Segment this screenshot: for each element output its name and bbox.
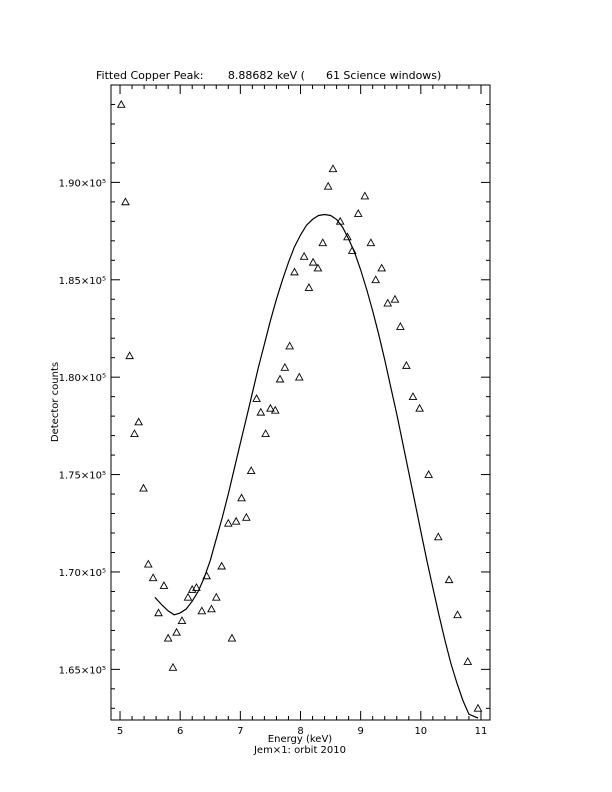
data-point <box>207 604 216 613</box>
y-tick-label: 1.85×10⁵ <box>59 276 106 287</box>
data-point <box>347 246 357 254</box>
data-point <box>148 573 158 582</box>
data-point <box>270 405 280 414</box>
data-point <box>290 267 299 276</box>
x-axis-label: Energy (keV) <box>268 734 333 745</box>
fit-curve-group <box>154 213 479 719</box>
data-point <box>256 407 266 416</box>
data-point <box>183 592 193 601</box>
chart-title: Fitted Copper Peak: 8.88682 keV ( 61 Sci… <box>96 69 441 82</box>
data-point <box>294 372 304 381</box>
x-tick-label: 6 <box>177 726 183 737</box>
data-point <box>360 191 370 200</box>
data-point <box>433 532 443 541</box>
data-point <box>211 592 221 601</box>
data-point <box>197 606 207 615</box>
data-point <box>304 283 314 291</box>
y-tick-label: 1.65×10⁵ <box>59 665 106 676</box>
data-point <box>134 417 144 426</box>
data-point <box>139 483 148 492</box>
data-point <box>237 493 246 502</box>
data-point <box>266 403 275 412</box>
x-tick-label: 7 <box>237 726 243 737</box>
data-point <box>130 429 139 437</box>
data-point <box>227 633 237 642</box>
data-point <box>402 360 411 369</box>
data-point <box>473 703 483 712</box>
data-point <box>252 394 261 402</box>
fit-curve <box>154 213 479 719</box>
data-point <box>415 403 424 412</box>
data-point <box>444 575 454 584</box>
data-point <box>192 583 201 591</box>
chart-caption: Jem×1: orbit 2010 <box>253 745 346 756</box>
data-point <box>202 571 212 580</box>
data-point <box>408 392 418 400</box>
x-tick-label: 5 <box>117 726 123 737</box>
data-point <box>343 232 352 241</box>
data-point <box>159 581 169 589</box>
y-tick-label: 1.80×10⁵ <box>59 373 106 384</box>
data-point <box>217 561 227 570</box>
data-point <box>371 275 381 284</box>
data-points <box>116 99 483 712</box>
y-axis: 1.65×10⁵ 1.70×10⁵ 1.75×10⁵ 1.80×10⁵ 1.85×10⁵… <box>59 84 490 709</box>
data-point <box>285 341 295 350</box>
data-point <box>223 518 233 527</box>
x-tick-label: 11 <box>475 726 488 737</box>
data-point <box>377 263 387 272</box>
data-point <box>383 298 393 307</box>
data-point <box>275 374 285 383</box>
data-point <box>116 99 126 108</box>
data-point <box>335 216 345 225</box>
data-point <box>280 362 290 371</box>
data-point <box>424 470 434 478</box>
data-point <box>323 181 333 190</box>
x-tick-label: 8 <box>297 726 303 737</box>
y-axis-label: Detector counts <box>50 362 61 442</box>
data-point <box>328 164 338 173</box>
data-point <box>313 263 323 272</box>
data-point <box>231 516 241 525</box>
data-point <box>395 322 405 330</box>
data-point <box>121 197 130 206</box>
data-point <box>366 238 376 247</box>
data-point <box>261 429 270 437</box>
data-point <box>172 627 181 636</box>
y-tick-label: 1.70×10⁵ <box>59 568 106 579</box>
data-point <box>177 616 187 624</box>
data-point <box>390 294 400 303</box>
data-point <box>163 633 173 642</box>
y-tick-label: 1.90×10⁵ <box>59 178 106 189</box>
data-point <box>308 257 318 266</box>
x-tick-label: 9 <box>357 726 363 737</box>
data-point <box>125 351 135 360</box>
data-point <box>168 662 178 671</box>
x-tick-label: 10 <box>414 726 427 737</box>
y-tick-label: 1.75×10⁵ <box>59 471 106 482</box>
data-point <box>241 512 251 521</box>
data-point <box>299 251 309 260</box>
plot-frame <box>110 84 491 721</box>
data-point <box>463 657 473 665</box>
data-point <box>353 209 363 217</box>
data-point <box>143 559 153 568</box>
data-point <box>246 466 256 475</box>
data-point <box>154 608 163 617</box>
x-axis: 5 6 7 8 9 10 11 <box>117 85 488 737</box>
data-point <box>453 610 462 619</box>
data-point <box>318 238 328 247</box>
